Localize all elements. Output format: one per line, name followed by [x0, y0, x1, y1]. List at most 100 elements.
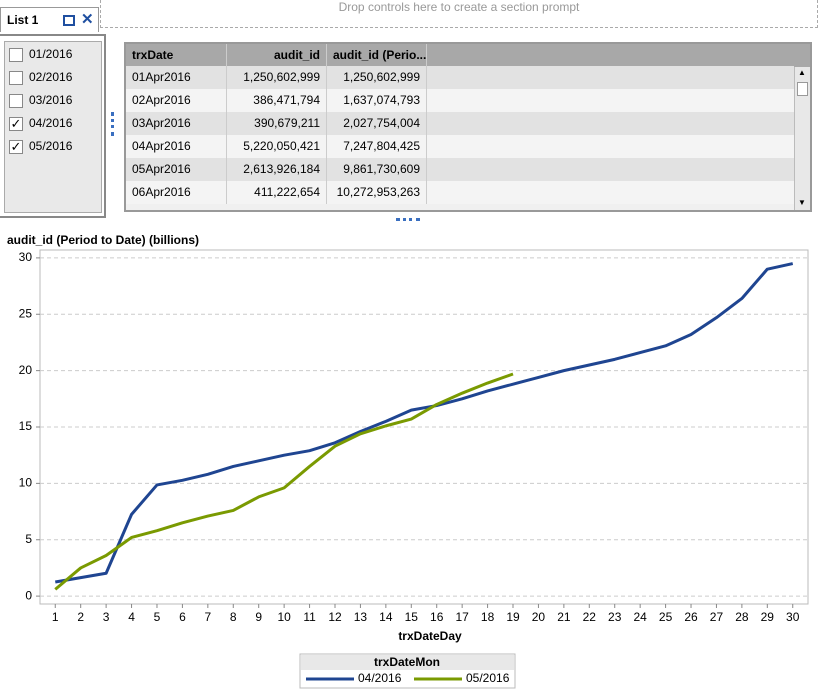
item-label: 02/2016: [29, 70, 73, 84]
maximize-icon[interactable]: [63, 15, 75, 26]
item-label: 03/2016: [29, 93, 73, 107]
scroll-thumb[interactable]: [797, 82, 808, 96]
table-row: 04Apr2016 5,220,050,421 7,247,804,425: [126, 135, 794, 158]
table-cell: 2,027,754,004: [327, 112, 427, 135]
checkbox[interactable]: [9, 70, 23, 85]
y-tick-label: 20: [19, 363, 33, 377]
list-item[interactable]: 02/2016: [9, 68, 72, 86]
table-row: 05Apr2016 2,613,926,184 9,861,730,609: [126, 158, 794, 181]
scroll-up[interactable]: ▲: [798, 68, 806, 77]
column-header[interactable]: audit_id: [227, 44, 327, 67]
item-label: 05/2016: [29, 139, 73, 153]
series-line: [55, 262, 794, 584]
table-cell: 2,613,926,184: [227, 158, 327, 181]
table-cell: 7,247,804,425: [327, 135, 427, 158]
tab-title: List 1: [7, 13, 39, 27]
prompt-placeholder: Drop controls here to create a section p…: [338, 0, 580, 14]
legend-title: trxDateMon: [374, 655, 440, 669]
x-tick-label: 11: [303, 610, 316, 624]
x-tick-label: 9: [255, 610, 262, 624]
x-tick-label: 27: [710, 610, 724, 624]
table-cell: 390,679,211: [227, 112, 327, 135]
item-label: 04/2016: [29, 116, 73, 130]
x-tick-label: 28: [735, 610, 749, 624]
table-row: 02Apr2016 386,471,794 1,637,074,793: [126, 89, 794, 112]
checkbox[interactable]: ✓: [9, 115, 23, 131]
table-cell: 386,471,794: [227, 89, 327, 112]
scroll-down[interactable]: ▼: [798, 198, 806, 207]
y-tick-label: 30: [19, 250, 33, 264]
x-tick-label: 15: [405, 610, 419, 624]
table-row: 03Apr2016 390,679,211 2,027,754,004: [126, 112, 794, 135]
table-cell: 06Apr2016: [126, 181, 227, 204]
list-box: 01/2016 02/2016 03/2016 ✓ 04/2016 ✓ 05/2016: [4, 41, 102, 213]
x-tick-label: 7: [204, 610, 211, 624]
x-tick-label: 26: [684, 610, 698, 624]
splitter[interactable]: [111, 112, 117, 136]
checkbox[interactable]: ✓: [9, 138, 23, 154]
scrollbar[interactable]: ▲ ▼: [794, 66, 810, 210]
x-tick-label: 30: [786, 610, 800, 624]
x-tick-label: 4: [128, 610, 135, 624]
list-item[interactable]: ✓ 05/2016: [9, 137, 72, 155]
table-cell: 10,272,953,263: [327, 181, 427, 204]
x-tick-label: 23: [608, 610, 622, 624]
legend-header: [301, 655, 514, 670]
table-cell: 1,250,602,999: [227, 66, 327, 89]
section-prompt-area: Drop controls here to create a section p…: [100, 0, 818, 28]
table-cell: 1,637,074,793: [327, 89, 427, 112]
x-tick-label: 2: [77, 610, 84, 624]
x-tick-label: 13: [354, 610, 368, 624]
table-cell: 03Apr2016: [126, 112, 227, 135]
chart-title: audit_id (Period to Date) (billions): [7, 233, 199, 247]
checkbox[interactable]: [9, 93, 23, 108]
data-table: ▲ ▼ trxDate audit_id audit_id (Perio... 01A…: [124, 42, 812, 212]
list-panel: 01/2016 02/2016 03/2016 ✓ 04/2016 ✓ 05/2016: [0, 34, 106, 218]
x-tick-label: 25: [659, 610, 673, 624]
x-tick-label: 10: [277, 610, 291, 624]
table-cell: 04Apr2016: [126, 135, 227, 158]
x-tick-label: 21: [557, 610, 571, 624]
table-row: 06Apr2016 411,222,654 10,272,953,263: [126, 181, 794, 204]
x-tick-label: 18: [481, 610, 495, 624]
x-tick-label: 24: [633, 610, 647, 624]
legend-label: 05/2016: [466, 671, 510, 685]
x-tick-label: 22: [583, 610, 597, 624]
table-header: trxDate audit_id audit_id (Perio...: [126, 44, 810, 67]
x-tick-label: 3: [103, 610, 110, 624]
y-tick-label: 0: [25, 588, 32, 602]
x-tick-label: 8: [230, 610, 237, 624]
item-label: 01/2016: [29, 47, 73, 61]
x-tick-label: 17: [455, 610, 469, 624]
y-tick-label: 15: [19, 419, 33, 433]
list-item[interactable]: 01/2016: [9, 45, 72, 63]
x-axis-label: trxDateDay: [398, 629, 462, 643]
table-cell: 01Apr2016: [126, 66, 227, 89]
list-tab[interactable]: List 1 ✕: [0, 7, 99, 32]
y-tick-label: 25: [19, 306, 33, 320]
splitter[interactable]: [396, 218, 420, 224]
x-tick-label: 5: [154, 610, 161, 624]
table-cell: 02Apr2016: [126, 89, 227, 112]
x-tick-label: 1: [52, 610, 59, 624]
y-tick-label: 10: [19, 476, 33, 490]
y-tick-label: 5: [25, 532, 32, 546]
table-cell: 1,250,602,999: [327, 66, 427, 89]
column-header[interactable]: trxDate: [126, 44, 227, 67]
table-cell: 411,222,654: [227, 181, 327, 204]
list-item[interactable]: ✓ 04/2016: [9, 114, 72, 132]
table-cell: 05Apr2016: [126, 158, 227, 181]
column-header[interactable]: audit_id (Perio...: [327, 44, 427, 67]
x-tick-label: 6: [179, 610, 186, 624]
x-tick-label: 20: [532, 610, 546, 624]
x-tick-label: 29: [761, 610, 775, 624]
series-line: [54, 372, 514, 591]
table-cell: 9,861,730,609: [327, 158, 427, 181]
list-item[interactable]: 03/2016: [9, 91, 72, 109]
x-tick-label: 16: [430, 610, 444, 624]
close-icon[interactable]: ✕: [81, 11, 94, 28]
table-cell: 5,220,050,421: [227, 135, 327, 158]
checkbox[interactable]: [9, 47, 23, 62]
